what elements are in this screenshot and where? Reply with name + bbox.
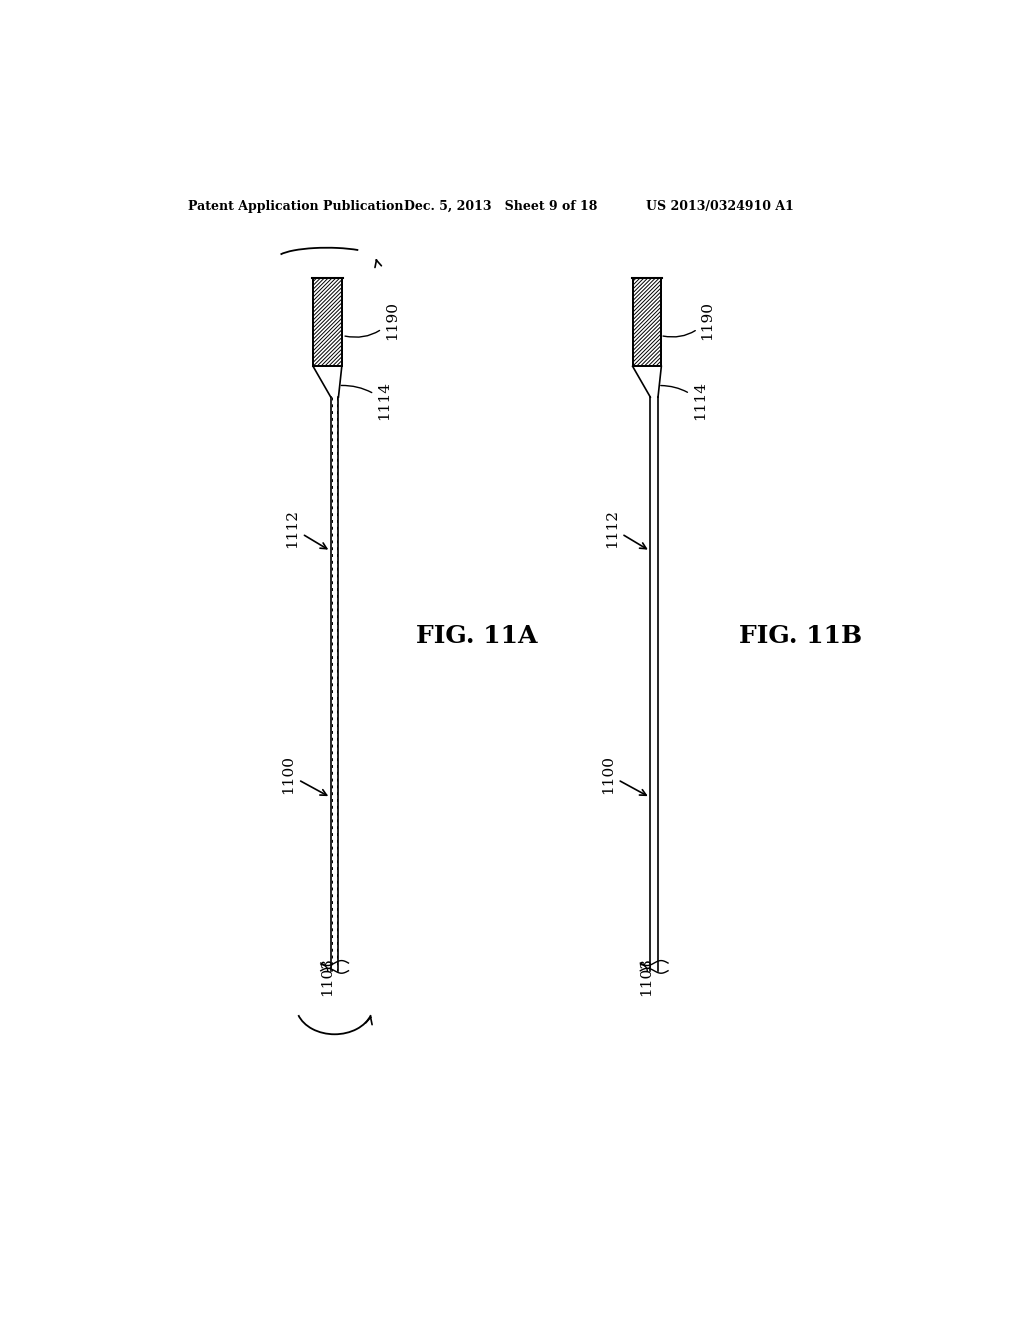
Text: 1114: 1114 bbox=[341, 381, 391, 421]
Bar bbox=[633, 277, 662, 367]
Text: 1114: 1114 bbox=[660, 381, 707, 421]
Bar bbox=[313, 277, 342, 367]
Text: 1190: 1190 bbox=[345, 301, 398, 339]
Text: 1100: 1100 bbox=[601, 755, 646, 795]
Text: 1103: 1103 bbox=[319, 957, 334, 995]
Text: 1103: 1103 bbox=[639, 957, 653, 995]
Text: 1112: 1112 bbox=[286, 508, 327, 549]
Text: FIG. 11A: FIG. 11A bbox=[417, 624, 538, 648]
Text: Dec. 5, 2013   Sheet 9 of 18: Dec. 5, 2013 Sheet 9 of 18 bbox=[403, 199, 597, 213]
Text: FIG. 11B: FIG. 11B bbox=[739, 624, 862, 648]
Text: 1100: 1100 bbox=[282, 755, 327, 795]
Text: 1112: 1112 bbox=[605, 508, 646, 549]
Text: Patent Application Publication: Patent Application Publication bbox=[188, 199, 403, 213]
Text: 1190: 1190 bbox=[664, 301, 715, 339]
Text: US 2013/0324910 A1: US 2013/0324910 A1 bbox=[646, 199, 795, 213]
